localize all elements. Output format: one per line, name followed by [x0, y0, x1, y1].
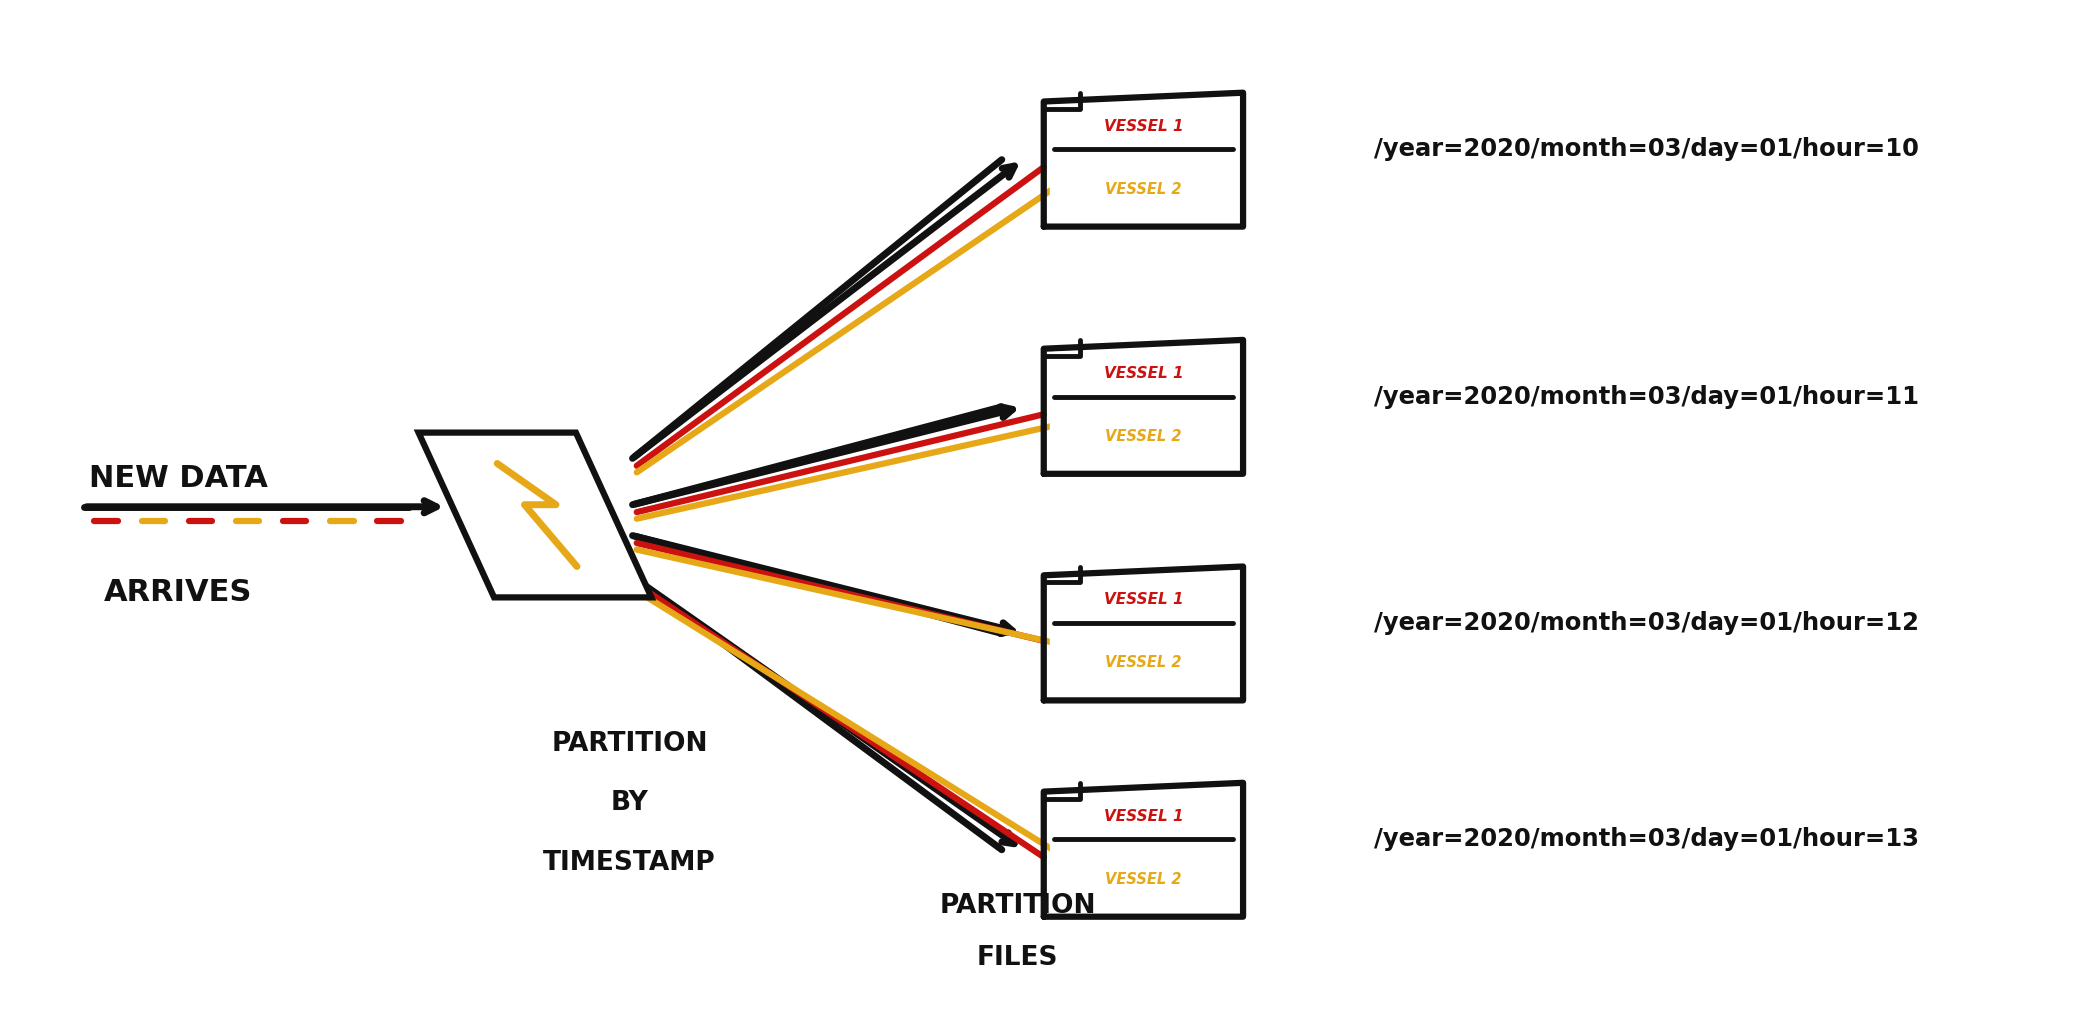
Polygon shape — [1055, 105, 1234, 146]
Text: VESSEL 2: VESSEL 2 — [1106, 181, 1181, 197]
Text: PARTITION: PARTITION — [940, 893, 1095, 920]
Text: VESSEL 1: VESSEL 1 — [1104, 809, 1183, 824]
Text: VESSEL 1: VESSEL 1 — [1104, 366, 1183, 381]
Polygon shape — [1055, 626, 1234, 690]
Text: TIMESTAMP: TIMESTAMP — [543, 850, 715, 877]
Polygon shape — [1051, 343, 1236, 471]
Text: BY: BY — [611, 790, 648, 817]
Polygon shape — [1055, 152, 1234, 216]
Text: /year=2020/month=03/day=01/hour=11: /year=2020/month=03/day=01/hour=11 — [1374, 384, 1920, 409]
Text: /year=2020/month=03/day=01/hour=10: /year=2020/month=03/day=01/hour=10 — [1374, 137, 1920, 162]
Text: /year=2020/month=03/day=01/hour=12: /year=2020/month=03/day=01/hour=12 — [1374, 611, 1920, 636]
Polygon shape — [1051, 96, 1236, 224]
Text: NEW DATA: NEW DATA — [88, 465, 269, 493]
Polygon shape — [1055, 352, 1234, 393]
Text: VESSEL 2: VESSEL 2 — [1106, 655, 1181, 671]
Polygon shape — [1055, 579, 1234, 620]
Text: ARRIVES: ARRIVES — [105, 578, 252, 607]
Polygon shape — [1051, 570, 1236, 697]
Text: /year=2020/month=03/day=01/hour=13: /year=2020/month=03/day=01/hour=13 — [1374, 827, 1920, 852]
Polygon shape — [1055, 843, 1234, 906]
Text: VESSEL 1: VESSEL 1 — [1104, 592, 1183, 608]
Polygon shape — [420, 433, 650, 597]
Text: VESSEL 1: VESSEL 1 — [1104, 118, 1183, 134]
Text: FILES: FILES — [978, 945, 1057, 971]
Polygon shape — [1055, 795, 1234, 836]
Polygon shape — [1055, 400, 1234, 464]
Text: PARTITION: PARTITION — [552, 730, 707, 757]
Text: VESSEL 2: VESSEL 2 — [1106, 871, 1181, 887]
Polygon shape — [1051, 786, 1236, 914]
Text: VESSEL 2: VESSEL 2 — [1106, 428, 1181, 444]
